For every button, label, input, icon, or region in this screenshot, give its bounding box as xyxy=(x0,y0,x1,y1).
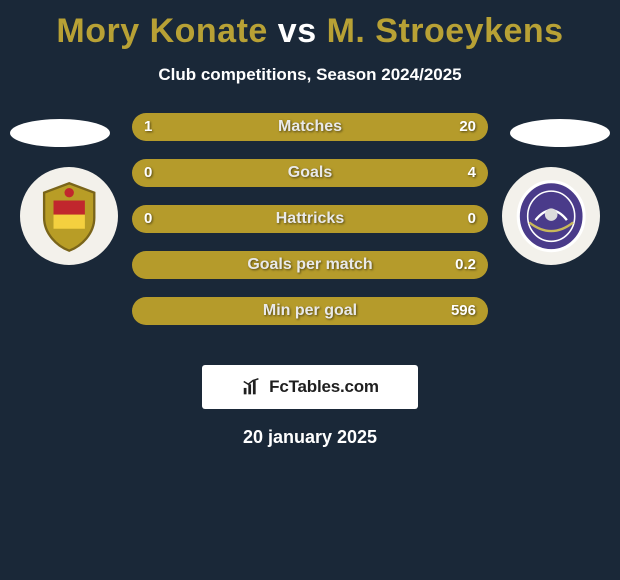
stat-row: 1 Matches 20 xyxy=(132,113,488,141)
branding-badge: FcTables.com xyxy=(202,365,418,409)
stat-label: Hattricks xyxy=(132,205,488,233)
stat-rows: 1 Matches 20 0 Goals 4 0 Hattricks 0 Goa… xyxy=(132,113,488,325)
shield-icon xyxy=(512,177,590,255)
branding-text: FcTables.com xyxy=(269,377,379,397)
competition-subtitle: Club competitions, Season 2024/2025 xyxy=(0,65,620,85)
stat-label: Goals xyxy=(132,159,488,187)
stat-row: Min per goal 596 xyxy=(132,297,488,325)
player1-ellipse xyxy=(10,119,110,147)
player1-name: Mory Konate xyxy=(56,12,267,50)
player2-club-crest xyxy=(502,167,600,265)
player2-ellipse xyxy=(510,119,610,147)
stat-right-value: 0.2 xyxy=(455,251,476,279)
stat-right-value: 20 xyxy=(459,113,476,141)
player2-name: M. Stroeykens xyxy=(327,12,564,50)
stat-row: Goals per match 0.2 xyxy=(132,251,488,279)
player1-club-crest xyxy=(20,167,118,265)
stat-label: Min per goal xyxy=(132,297,488,325)
shield-icon xyxy=(30,177,108,255)
comparison-title: Mory Konate vs M. Stroeykens xyxy=(0,0,620,51)
stat-label: Goals per match xyxy=(132,251,488,279)
vs-text: vs xyxy=(278,12,317,50)
stat-row: 0 Hattricks 0 xyxy=(132,205,488,233)
stat-label: Matches xyxy=(132,113,488,141)
stat-right-value: 0 xyxy=(468,205,476,233)
stat-right-value: 4 xyxy=(468,159,476,187)
bar-chart-icon xyxy=(241,376,263,398)
stat-right-value: 596 xyxy=(451,297,476,325)
snapshot-date: 20 january 2025 xyxy=(0,427,620,448)
stat-row: 0 Goals 4 xyxy=(132,159,488,187)
comparison-panel: 1 Matches 20 0 Goals 4 0 Hattricks 0 Goa… xyxy=(0,113,620,343)
